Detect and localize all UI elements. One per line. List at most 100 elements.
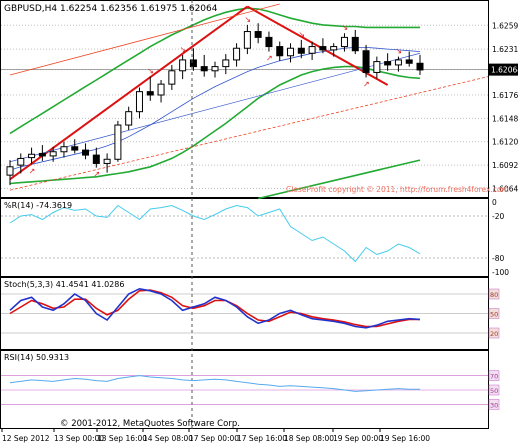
candle-body [157,83,165,96]
bollinger-bands [9,7,421,185]
candle-body [254,31,262,38]
stoch-signal-line [9,289,420,328]
candle-body [211,66,219,72]
price-tick-label: 1.60640 [492,184,518,193]
rsi-indicator: 70 50 30 [1,370,500,410]
rsi-tick-box [488,370,500,381]
candle-body [28,153,36,159]
rsi-tick-box [488,399,500,410]
bollinger-upper [9,7,420,135]
candle-body [416,62,424,71]
stoch-tick-box [488,327,500,339]
candle-body [265,36,273,48]
candle-body [146,91,154,96]
candle-body [82,149,90,156]
candle-body [243,31,251,49]
channel-lower [9,76,489,191]
price-axis: 1.62595 1.62310 1.62064 1.61760 1.61480 1.612… [489,21,518,193]
candle-body [330,46,338,51]
watermark: CloseProfit copyright © 2011, http://for… [286,185,509,194]
candle-body [200,66,208,72]
price-pane [0,0,489,198]
trendlines [9,3,489,200]
rsi-tick-label: 70 [490,373,498,381]
candle-body [362,50,370,73]
stoch-tick-label: 20 [490,330,498,338]
time-tick-label: 14 Sep 08:00 [143,434,193,443]
candle-body [38,152,46,157]
candle-body [179,59,187,72]
time-tick-label: 18 Sep 08:00 [284,434,334,443]
wpr-line [9,204,421,263]
candle-body [135,91,143,113]
stoch-indicator: 80 50 20 [1,287,500,339]
trendline-up [9,5,248,181]
stoch-tick-box [488,308,500,319]
price-tick-label: 1.61480 [492,114,518,123]
price-tick-label: 1.61760 [492,91,518,100]
candle-body [114,124,122,160]
candle-body [103,158,111,164]
price-tick-label: 1.60920 [492,161,518,170]
candle-body [287,47,295,57]
bollinger-lower [9,65,421,185]
fractal-arrow: ↘ [147,67,154,76]
candle-body [17,157,25,166]
wpr-tick-label: -20 [492,212,504,221]
copyright-text: © 2001-2012, MetaQuotes Software Corp. [60,419,240,429]
stoch-main-line [9,287,421,329]
wpr-tick-label: -80 [492,254,504,263]
fractal-arrow: ↘ [341,23,348,32]
candle-body [233,47,241,61]
time-tick-label: 19 Sep 16:00 [380,434,430,443]
candle-body [71,146,79,151]
moving-average [9,52,421,163]
candle-body [308,46,316,54]
fractal-arrow: ↘ [244,15,251,24]
rsi-line [9,375,420,392]
fractal-arrows: ↗ ↗ ↘ ↘ ↘ ↗ ↘ ↘ ↗ ↘ [29,15,403,179]
candle-body [49,151,57,157]
lower-green-line [257,159,421,200]
wpr-pane [0,198,489,277]
candle-body [297,47,305,54]
fractal-arrow: ↘ [298,30,305,39]
candle-body [351,36,359,52]
rsi-tick-label: 50 [490,387,498,395]
stoch-pane [0,277,489,350]
candle-body [60,146,68,153]
time-tick-label: 13 Sep 16:00 [97,434,147,443]
bollinger-middle [9,47,421,171]
price-tick-label: 1.61200 [492,138,518,147]
fractal-arrow: ↗ [29,166,36,175]
candle-body [168,70,176,85]
stoch-tick-label: 80 [490,291,498,299]
wpr-tick-label: -100 [492,268,509,277]
wpr-tick-label: 0 [492,198,497,207]
price-grid [1,24,488,189]
time-tick-label: 12 Sep 2012 [2,434,50,443]
candle-body [125,111,133,126]
candle-body [394,59,402,66]
time-tick-label: 13 Sep 00:00 [54,434,104,443]
candle-body [92,154,100,164]
stoch-tick-label: 50 [490,311,498,319]
candles [6,23,424,186]
candle-body [189,59,197,68]
time-tick-label: 17 Sep 00:00 [189,434,239,443]
chart-symbol-header: GBPUSD,H4 1.62254 1.62356 1.61975 1.6206… [4,4,218,14]
wpr-label: %R(14) -74.3619 [4,201,72,210]
wpr-indicator: 0 -20 -80 -100 [1,198,509,277]
stoch-label: Stoch(5,3,3) 41.4541 41.0286 [4,280,124,289]
candle-body [222,59,230,68]
rsi-pane [0,350,489,429]
candle-body [276,46,284,57]
channel-upper [9,3,280,76]
candle-body [405,59,413,64]
fractal-arrow: ↘ [180,45,187,54]
candle-body [384,61,392,66]
rsi-label: RSI(14) 50.9313 [4,353,69,362]
fractal-arrow: ↘ [395,47,402,56]
current-price-label: 1.62064 [491,66,518,75]
